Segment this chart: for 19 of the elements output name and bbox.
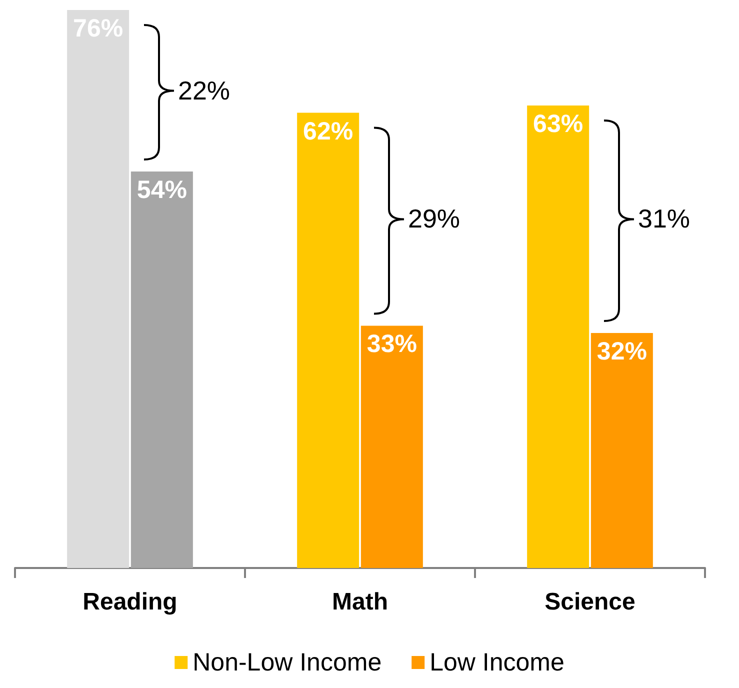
annotation: 31% bbox=[638, 204, 690, 235]
legend-label: Non-Low Income bbox=[192, 648, 382, 676]
x-tick-label: Math bbox=[332, 588, 388, 616]
data-label: 54% bbox=[136, 176, 187, 204]
data-label: 32% bbox=[596, 338, 647, 366]
annotation: 29% bbox=[408, 204, 460, 235]
data-label: 62% bbox=[303, 117, 354, 146]
x-tick-label: Reading bbox=[82, 588, 178, 616]
x-tick-label: Science bbox=[544, 588, 636, 616]
bar bbox=[297, 112, 360, 568]
annotation: 22% bbox=[178, 75, 230, 106]
data-label: 63% bbox=[533, 110, 584, 138]
bar bbox=[130, 172, 193, 568]
bar bbox=[360, 326, 423, 568]
legend-label: Low Income bbox=[430, 648, 564, 676]
data-label: 33% bbox=[366, 330, 417, 358]
bar bbox=[67, 10, 130, 568]
bar bbox=[527, 105, 590, 568]
bar bbox=[590, 333, 653, 568]
